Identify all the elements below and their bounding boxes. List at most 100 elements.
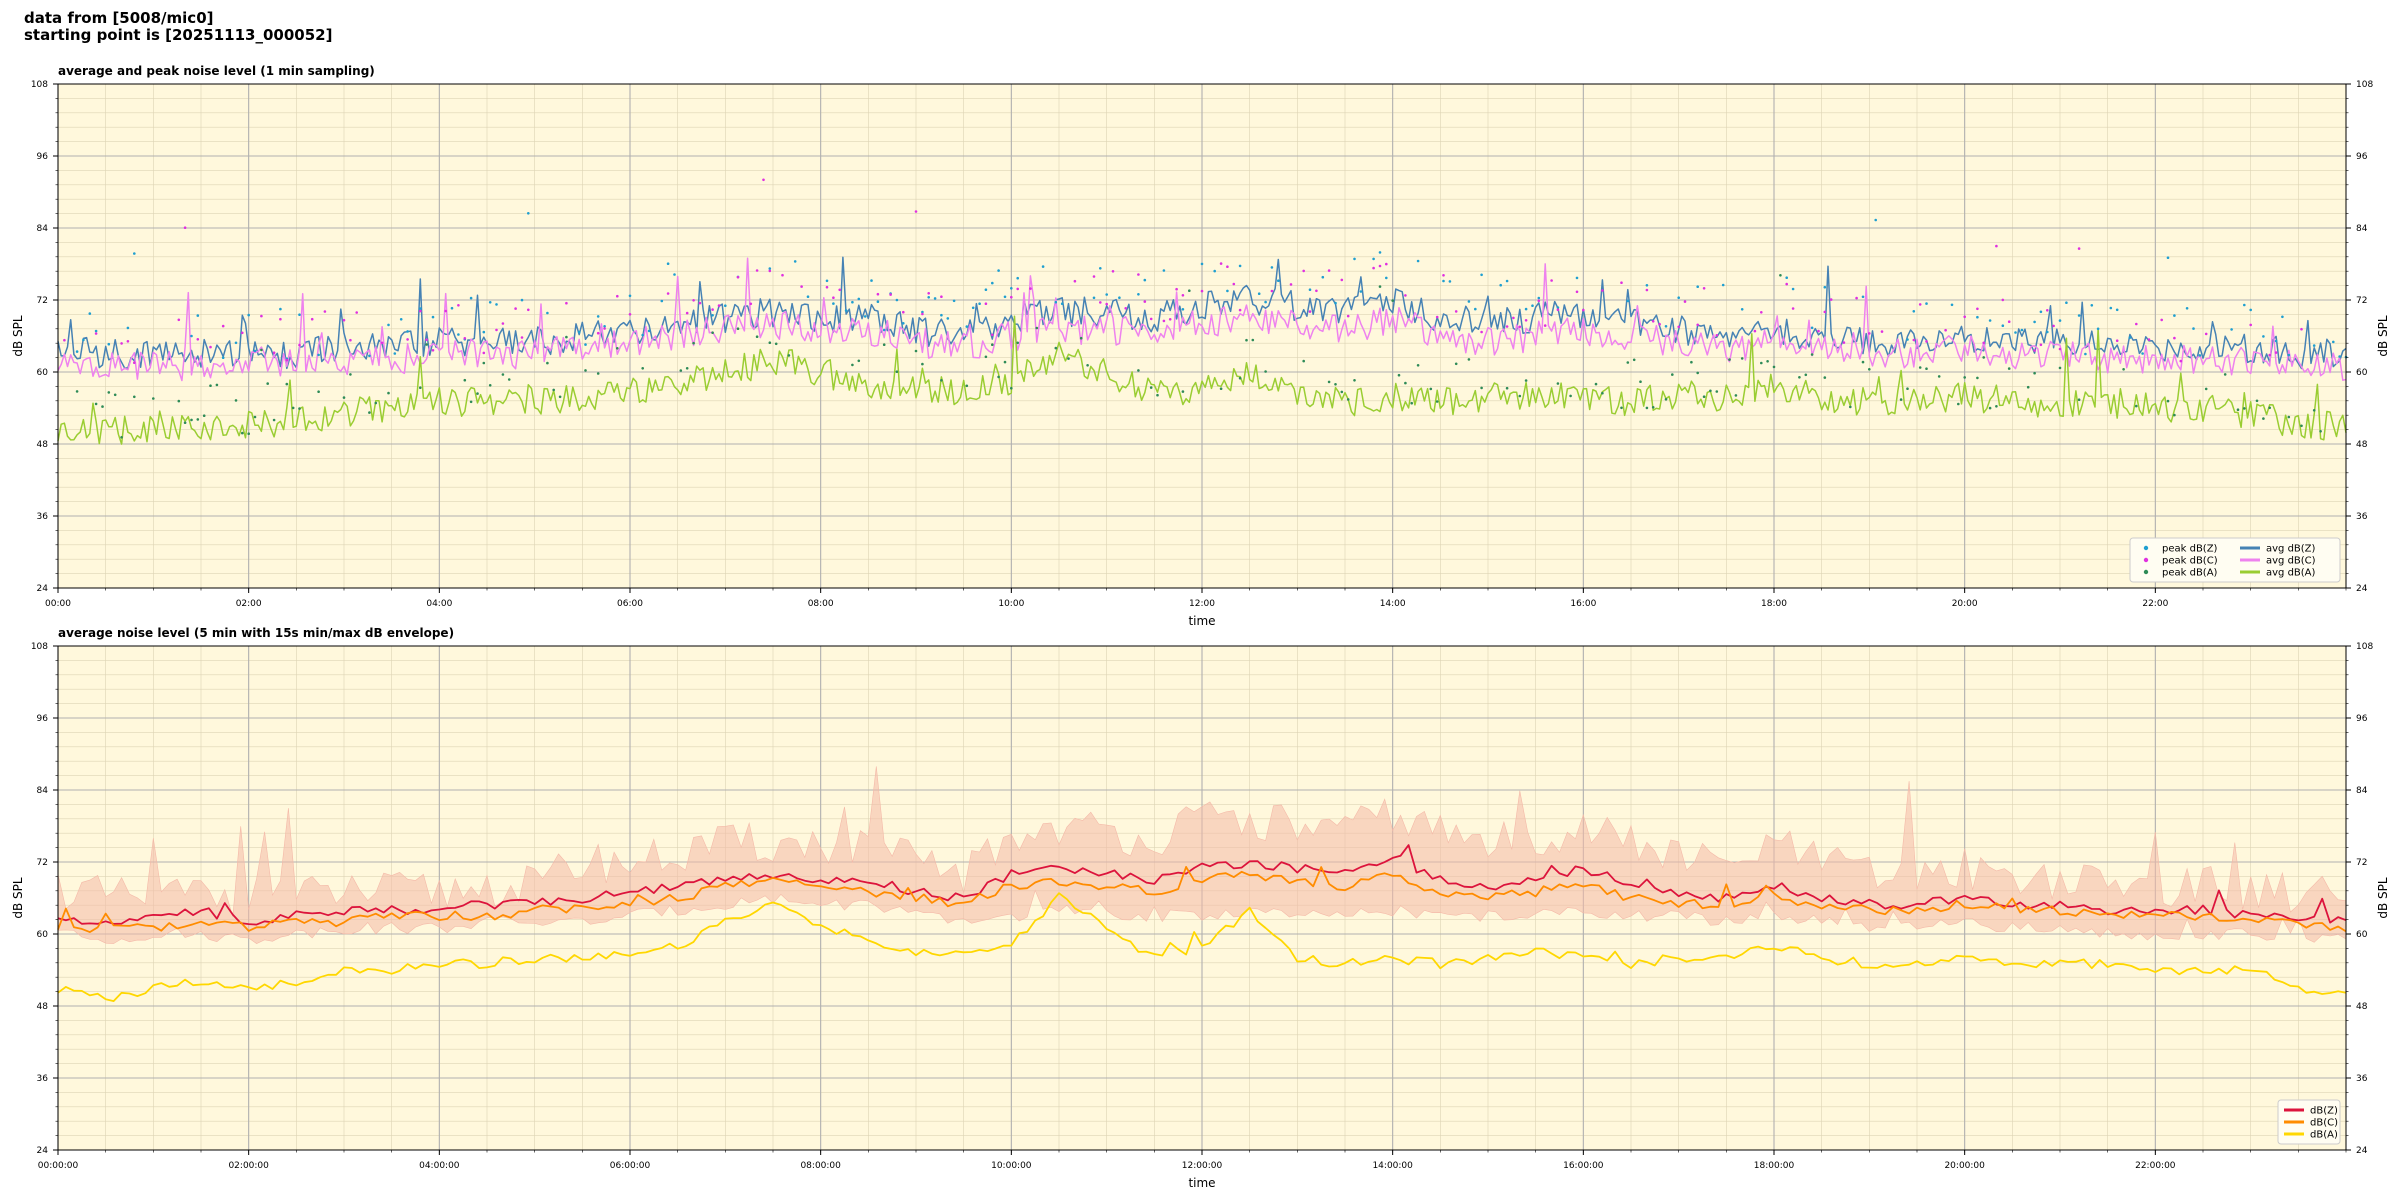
data-point — [1632, 358, 1636, 362]
data-point — [1505, 325, 1509, 328]
data-point — [209, 384, 212, 388]
data-point — [1143, 300, 1147, 303]
data-point — [94, 402, 98, 406]
data-point — [1906, 338, 1909, 341]
data-point — [2033, 349, 2036, 352]
data-point — [2249, 323, 2252, 327]
data-point — [1976, 307, 1979, 311]
data-point — [425, 343, 428, 346]
data-point — [647, 329, 651, 333]
data-point — [88, 312, 92, 315]
data-point — [1550, 279, 1553, 282]
data-point — [2096, 327, 2100, 331]
data-point — [75, 390, 79, 393]
data-point — [469, 400, 473, 404]
y-axis-label-right: dB SPL — [2376, 315, 2390, 357]
data-point — [488, 301, 492, 304]
data-point — [1963, 315, 1966, 319]
data-point — [1899, 398, 1903, 401]
data-point — [1302, 359, 1305, 363]
data-point — [190, 418, 193, 422]
legend-label: avg dB(A) — [2266, 568, 2316, 579]
data-point — [1804, 373, 1808, 377]
y-tick-label-right: 108 — [2356, 642, 2373, 652]
data-point — [1010, 295, 1013, 299]
data-point — [768, 267, 772, 270]
data-point — [1512, 316, 1515, 320]
data-point — [2090, 304, 2094, 307]
data-point — [1404, 381, 1407, 385]
data-point — [558, 395, 562, 399]
data-point — [1124, 307, 1127, 310]
data-point — [1601, 289, 1604, 292]
data-point — [1601, 391, 1604, 395]
x-tick-label: 10:00 — [998, 599, 1024, 609]
data-point — [565, 301, 568, 305]
data-point — [781, 273, 784, 277]
data-point — [793, 260, 797, 263]
data-point — [673, 273, 676, 276]
data-point — [577, 330, 581, 334]
data-point — [927, 296, 930, 299]
data-point — [2287, 353, 2291, 357]
data-point — [844, 309, 848, 312]
data-point — [520, 298, 524, 302]
data-point — [1740, 357, 1744, 360]
data-point — [711, 308, 714, 311]
data-point — [1906, 387, 1909, 391]
data-point — [1976, 376, 1979, 380]
data-point — [1658, 322, 1661, 326]
data-point — [196, 418, 200, 421]
x-tick-label: 04:00:00 — [419, 1161, 460, 1171]
data-point — [2319, 430, 2322, 433]
data-point — [2026, 385, 2030, 389]
data-point — [1270, 266, 1274, 269]
series-line-avg-c — [57, 257, 2347, 382]
data-point — [1518, 394, 1522, 398]
data-point — [419, 307, 422, 310]
data-point — [1111, 270, 1115, 273]
data-point — [584, 343, 587, 346]
data-point — [1086, 364, 1089, 367]
data-point — [1785, 282, 1788, 286]
x-tick-label: 08:00 — [808, 599, 834, 609]
data-point — [641, 333, 644, 337]
y-tick-label-right: 48 — [2356, 440, 2368, 450]
data-point — [1162, 269, 1166, 272]
legend-label: dB(C) — [2310, 1118, 2338, 1129]
chart-average-envelope: 24 24 36 36 48 48 60 60 72 72 84 84 96 96 108 108 00:00:… — [11, 626, 2390, 1190]
data-point — [1982, 356, 1985, 359]
data-point — [603, 325, 606, 328]
data-point — [1709, 389, 1712, 393]
y-tick-label-right: 60 — [2356, 368, 2368, 378]
data-point — [1753, 329, 1757, 333]
x-tick-label: 20:00 — [1952, 599, 1978, 609]
y-tick-label-right: 60 — [2356, 930, 2368, 940]
data-point — [94, 332, 98, 335]
legend-label: avg dB(C) — [2266, 556, 2316, 567]
data-point — [1181, 308, 1185, 311]
data-point — [126, 326, 130, 330]
data-point — [133, 252, 136, 255]
data-point — [1950, 303, 1954, 307]
data-point — [482, 361, 486, 365]
x-axis-label: time — [1188, 614, 1215, 628]
data-point — [2300, 327, 2303, 331]
data-point — [469, 296, 473, 300]
data-point — [1925, 367, 1928, 371]
data-point — [2160, 318, 2163, 322]
data-point — [310, 317, 314, 321]
x-tick-label: 20:00:00 — [1944, 1161, 1985, 1171]
data-point — [762, 178, 765, 182]
data-point — [1690, 360, 1693, 364]
data-point — [2135, 322, 2138, 326]
data-point — [444, 309, 448, 313]
data-point — [272, 351, 276, 355]
data-point — [1327, 269, 1331, 272]
data-point — [1257, 292, 1261, 296]
data-point — [1327, 380, 1331, 384]
y-tick-label-right: 108 — [2356, 80, 2373, 90]
data-point — [724, 304, 727, 308]
data-point — [2179, 359, 2183, 363]
y-tick-label-left: 72 — [37, 296, 48, 306]
